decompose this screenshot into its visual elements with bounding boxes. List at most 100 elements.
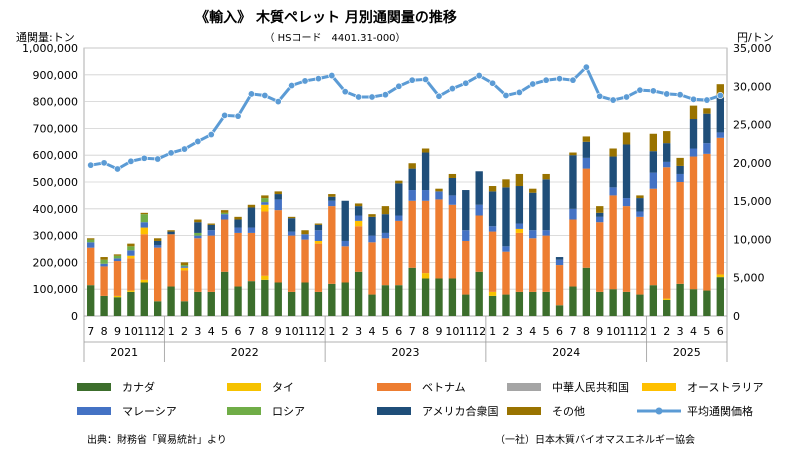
bar-segment-malaysia [87, 242, 95, 248]
bar-segment-canada [368, 294, 376, 316]
bar-segment-other [287, 216, 296, 219]
bar-segment-other [127, 243, 135, 247]
bar-segment-usa [408, 168, 416, 191]
bar-segment-usa [234, 219, 242, 228]
bar-segment-malaysia [435, 191, 443, 200]
price-point [140, 154, 148, 162]
bar-segment-usa [207, 224, 215, 231]
bar-segment-malaysia [421, 190, 430, 201]
bar-segment-usa [488, 191, 497, 227]
price-point [596, 92, 604, 100]
bar-segment-usa [529, 192, 537, 231]
price-point [636, 86, 644, 94]
legend-label-australia: オーストラリア [687, 381, 763, 394]
bar-segment-australia [314, 240, 323, 244]
right-tick-label: 35,000 [733, 42, 772, 55]
bar-segment-other [421, 148, 430, 153]
price-point [154, 155, 162, 163]
price-point [368, 93, 376, 101]
bar-segment-malaysia [368, 235, 376, 243]
bar-segment-usa [542, 179, 550, 231]
bar-segment-malaysia [609, 187, 617, 196]
bar-segment-other [247, 204, 256, 208]
bar-segment-malaysia [636, 211, 644, 217]
bar-segment-other [596, 206, 604, 213]
bar-segment-usa [328, 196, 336, 201]
bar-segment-canada [100, 295, 108, 316]
bar-segment-usa [381, 214, 390, 233]
left-tick-label: 900,000 [33, 69, 79, 82]
month-label: 4 [369, 325, 376, 338]
month-label: 12 [151, 325, 165, 338]
bar-segment-malaysia [703, 143, 711, 154]
bar-segment-vietnam [421, 200, 430, 274]
bar-segment-other [113, 254, 122, 256]
bar-segment-vietnam [328, 206, 336, 284]
bar-segment-malaysia [287, 231, 296, 236]
bar-segment-vietnam [234, 232, 242, 287]
bar-segment-australia [261, 204, 269, 212]
bar-segment-canada [676, 283, 684, 316]
month-label: 7 [569, 325, 576, 338]
bar-segment-russia [180, 265, 189, 267]
price-point [475, 72, 483, 80]
bar-segment-other [87, 238, 95, 240]
price-point [542, 76, 550, 84]
bar-segment-other [676, 157, 684, 166]
legend-label-other: その他 [552, 405, 585, 418]
bar-segment-russia [261, 198, 269, 203]
bar-segment-canada [555, 305, 564, 316]
bar-segment-vietnam [153, 247, 162, 302]
price-point [301, 77, 309, 85]
bar-segment-vietnam [395, 220, 403, 286]
bar-segment-vietnam [167, 234, 175, 287]
price-point [274, 98, 282, 106]
bar-segment-canada [301, 282, 309, 316]
price-point [462, 79, 470, 87]
month-label: 10 [285, 325, 299, 338]
bar-segment-vietnam [220, 219, 229, 272]
bar-segment-malaysia [381, 232, 390, 239]
left-tick-label: 0 [71, 310, 78, 323]
bar-segment-malaysia [689, 148, 698, 157]
bar-segment-thailand [488, 291, 497, 296]
gridlines [84, 47, 727, 290]
month-label: 10 [445, 325, 459, 338]
month-label: 7 [87, 325, 94, 338]
bar-segment-usa [649, 151, 658, 173]
bar-segment-other [301, 230, 309, 235]
bar-segment-vietnam [180, 270, 189, 302]
bar-segment-usa [689, 119, 698, 149]
legend-label-price: 平均通関価格 [687, 404, 753, 418]
bar-segment-canada [274, 282, 282, 316]
price-point [341, 88, 349, 96]
month-label: 8 [101, 325, 108, 338]
bar-segment-vietnam [448, 204, 457, 279]
bars [87, 84, 724, 316]
month-label: 12 [311, 325, 325, 338]
bar-segment-malaysia [127, 250, 135, 256]
bar-segment-usa [515, 186, 524, 224]
bar-segment-canada [287, 291, 296, 316]
bar-segment-malaysia [328, 200, 336, 207]
bar-segment-russia [220, 212, 229, 215]
bar-segment-usa [502, 187, 510, 247]
bar-segment-malaysia [261, 202, 269, 205]
bar-segment-canada [127, 291, 135, 316]
bar-segment-malaysia [663, 161, 671, 168]
price-point [556, 75, 564, 83]
bar-segment-russia [140, 214, 148, 223]
bar-segment-vietnam [622, 206, 631, 292]
price-point [716, 91, 724, 99]
bar-segment-other [234, 216, 242, 220]
bar-segment-usa [609, 156, 617, 188]
month-label: 1 [650, 325, 657, 338]
bar-segment-malaysia [100, 263, 108, 267]
bar-segment-other [542, 173, 550, 180]
bar-segment-vietnam [287, 235, 296, 292]
bar-segment-usa [368, 216, 376, 236]
month-label: 3 [516, 325, 523, 338]
price-point [381, 91, 389, 99]
bar-segment-other [529, 188, 537, 193]
bar-segment-vietnam [636, 216, 644, 295]
